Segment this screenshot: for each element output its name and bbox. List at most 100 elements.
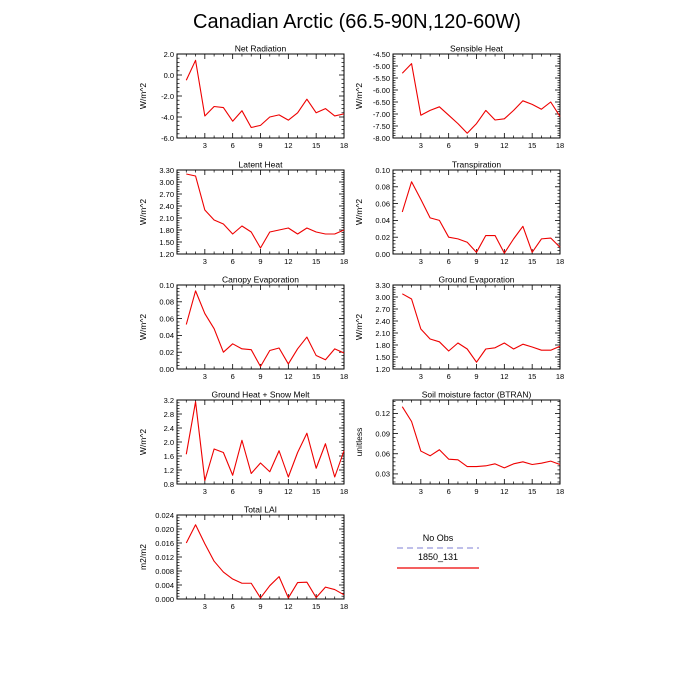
y-tick-label: -2.0: [161, 92, 174, 101]
y-tick-label: -6.00: [373, 86, 390, 95]
x-tick-label: 15: [528, 257, 536, 266]
y-tick-label: 1.20: [159, 250, 174, 259]
x-tick-label: 6: [231, 602, 235, 611]
y-tick-label: 1.50: [375, 353, 390, 362]
panel-3: Latent Heat W/m^2 3 6 9 12 15 18 1.20 1.50 1.80 2.1…: [138, 160, 348, 267]
y-axis-label: m2/m2: [138, 544, 148, 570]
y-tick-label: 0.004: [155, 581, 174, 590]
x-tick-label: 12: [500, 257, 508, 266]
x-tick-label: 18: [340, 602, 348, 611]
panel-8: Soil moisture factor (BTRAN) unitless 3 6 9 1…: [354, 390, 564, 497]
y-tick-label: 0.02: [159, 348, 174, 357]
y-tick-label: -7.00: [373, 110, 390, 119]
x-tick-label: 3: [419, 141, 423, 150]
x-tick-label: 3: [419, 372, 423, 381]
x-tick-label: 18: [340, 487, 348, 496]
y-tick-label: 1.50: [159, 238, 174, 247]
x-tick-label: 15: [312, 602, 320, 611]
y-axis-label: W/m^2: [354, 314, 364, 340]
y-tick-label: 1.6: [164, 452, 174, 461]
y-tick-label: 2.10: [159, 214, 174, 223]
panel-6: Ground Evaporation W/m^2 3 6 9 12 15 18 1.20 1.50…: [354, 275, 564, 382]
y-tick-label: -4.50: [373, 50, 390, 59]
y-tick-label: 2.8: [164, 410, 174, 419]
y-tick-label: 0.02: [375, 233, 390, 242]
x-tick-label: 15: [528, 372, 536, 381]
x-tick-label: 18: [556, 141, 564, 150]
y-tick-label: -6.50: [373, 98, 390, 107]
x-tick-label: 15: [312, 141, 320, 150]
y-tick-label: 0.06: [159, 314, 174, 323]
x-tick-label: 15: [312, 372, 320, 381]
x-tick-label: 18: [556, 257, 564, 266]
x-tick-label: 18: [556, 372, 564, 381]
y-tick-label: -5.00: [373, 62, 390, 71]
y-tick-label: 2.70: [375, 305, 390, 314]
y-tick-label: -7.50: [373, 122, 390, 131]
y-tick-label: 3.00: [375, 293, 390, 302]
series-line: [186, 173, 345, 249]
panel-5: Canopy Evaporation W/m^2 3 6 9 12 15 18 0.00 0.02…: [138, 275, 348, 382]
y-tick-label: 0.10: [375, 166, 390, 175]
series-line: [401, 63, 561, 134]
series-line: [185, 290, 345, 368]
y-tick-label: -4.0: [161, 113, 174, 122]
y-tick-label: 2.0: [164, 50, 174, 59]
y-axis-label: W/m^2: [138, 429, 148, 455]
x-tick-label: 6: [447, 372, 451, 381]
y-tick-label: 0.000: [155, 595, 174, 604]
x-tick-label: 3: [203, 487, 207, 496]
series-line: [185, 524, 345, 599]
y-tick-label: 0.12: [375, 409, 390, 418]
series-line: [401, 406, 561, 469]
x-tick-label: 3: [419, 257, 423, 266]
x-tick-label: 12: [500, 141, 508, 150]
y-tick-label: 0.016: [155, 539, 174, 548]
y-tick-label: 0.06: [375, 199, 390, 208]
panel-7: Ground Heat + Snow Melt W/m^2 3 6 9 12 15 18 0.8…: [138, 390, 348, 497]
panel-title: Soil moisture factor (BTRAN): [422, 390, 532, 400]
x-tick-label: 12: [500, 487, 508, 496]
x-tick-label: 18: [340, 257, 348, 266]
panel-title: Canopy Evaporation: [222, 275, 299, 285]
x-tick-label: 12: [284, 257, 292, 266]
x-tick-label: 9: [258, 602, 262, 611]
panel-title: Ground Evaporation: [438, 275, 514, 285]
y-tick-label: -5.50: [373, 74, 390, 83]
y-tick-label: 2.70: [159, 190, 174, 199]
panel-title: Total LAI: [244, 505, 277, 515]
x-tick-label: 9: [474, 372, 478, 381]
panel-1: Net Radiation W/m^2 3 6 9 12 15 18 -6.0 -4.0 -2.0 0…: [138, 44, 348, 151]
plot-frame: [392, 53, 561, 139]
panel-title: Transpiration: [452, 160, 502, 170]
y-tick-label: 0.020: [155, 525, 174, 534]
y-tick-label: 2.40: [159, 202, 174, 211]
y-axis-label: W/m^2: [138, 314, 148, 340]
x-tick-label: 6: [231, 372, 235, 381]
panel-title: Net Radiation: [235, 44, 287, 54]
x-tick-label: 15: [528, 141, 536, 150]
y-axis-label: unitless: [354, 428, 364, 457]
series-line: [402, 293, 561, 363]
panel-4: Transpiration W/m^2 3 6 9 12 15 18 0.00 0.02 0.04 0…: [354, 160, 564, 267]
y-tick-label: 1.80: [159, 226, 174, 235]
x-tick-label: 3: [203, 257, 207, 266]
x-tick-label: 3: [203, 372, 207, 381]
x-tick-label: 9: [474, 487, 478, 496]
y-axis-label: W/m^2: [354, 83, 364, 109]
x-tick-label: 9: [258, 487, 262, 496]
x-tick-label: 9: [258, 257, 262, 266]
x-tick-label: 15: [312, 257, 320, 266]
y-tick-label: 0.04: [375, 216, 390, 225]
y-axis-label: W/m^2: [138, 199, 148, 225]
x-tick-label: 18: [556, 487, 564, 496]
series-line: [401, 181, 561, 254]
y-tick-label: 0.08: [159, 298, 174, 307]
y-tick-label: 3.30: [375, 281, 390, 290]
x-tick-label: 9: [474, 257, 478, 266]
y-tick-label: -6.0: [161, 134, 174, 143]
y-tick-label: 0.09: [375, 429, 390, 438]
x-tick-label: 9: [258, 372, 262, 381]
y-tick-label: 0.012: [155, 553, 174, 562]
x-tick-label: 3: [203, 141, 207, 150]
